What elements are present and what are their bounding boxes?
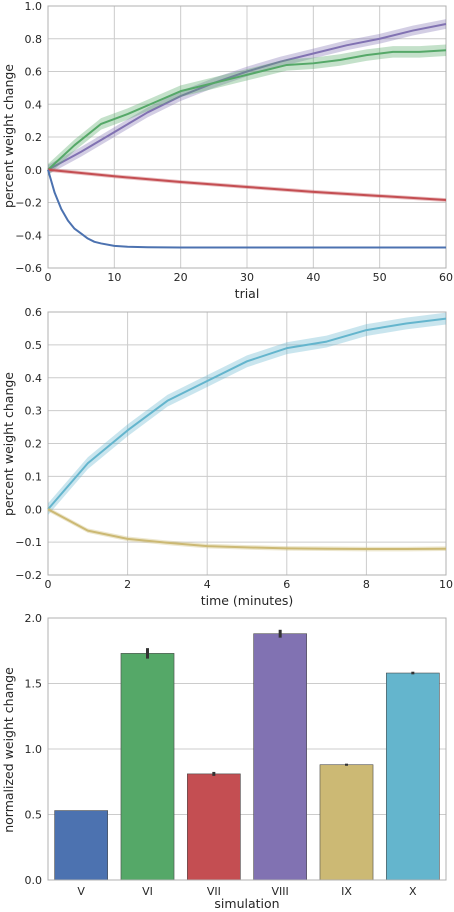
trial-line-chart: 0 10 20 30 40 50 60 −0.6 −0.4 −0.2 0.0 0.2 0.4 0.6 0.8… [1,0,453,301]
x-tick-label: 30 [240,271,254,284]
y-tick-label: 0.0 [25,874,43,887]
series-1-error-band [48,312,446,516]
series-1-error-band [48,19,446,175]
y-tick-label: 0.5 [25,339,43,352]
plot-frame [47,5,447,269]
chart-3-plot-area: 0.0 0.5 1.0 1.5 2.0 V VI VII VIII IX X [25,612,447,898]
y-tick-label: 0.6 [25,66,43,79]
x-tick-label: 20 [174,271,188,284]
x-tick-label: 50 [373,271,387,284]
y-tick-label: 0.0 [25,164,43,177]
y-tick-label: 0.4 [25,98,43,111]
chart-3-xlabel: simulation [214,896,279,911]
series-2-line [47,49,447,171]
plot-frame [47,617,447,881]
y-tick-label: −0.2 [15,197,42,210]
x-tick-label: IX [341,885,352,898]
x-tick-label: 40 [306,271,320,284]
series-4-line [47,169,446,249]
chart-3-ylabel: normalized weight change [1,667,16,833]
chart-2-plot-area: 0 2 4 6 8 10 −0.2 −0.1 0.0 0.1 0.2 0.3 0.4 0.5 0.6 [15,306,453,591]
chart-2-xlabel: time (minutes) [201,593,294,608]
x-tick-label: 10 [107,271,121,284]
x-tick-label: V [77,885,85,898]
y-tick-label: 1.5 [25,678,43,691]
chart-2-ylabel: percent weight change [1,372,16,516]
y-tick-label: 0.8 [25,33,43,46]
y-tick-label: 0.5 [25,809,43,822]
bar-X [385,672,440,881]
y-tick-label: 0.2 [25,131,43,144]
y-tick-label: 2.0 [25,612,43,625]
chart-1-plot-area: 0 10 20 30 40 50 60 −0.6 −0.4 −0.2 0.0 0.2 0.4 0.6 0.8… [15,0,453,284]
x-tick-label: VII [207,885,221,898]
chart-1-xlabel: trial [235,286,260,301]
x-tick-label: X [409,885,417,898]
y-tick-label: 0.0 [25,503,43,516]
y-tick-label: −0.2 [15,569,42,582]
series-2-error-band [48,44,446,176]
series-3-line [47,168,447,202]
y-tick-label: 0.2 [25,438,43,451]
bar-V [54,810,109,881]
y-tick-label: 1.0 [25,0,43,13]
y-tick-label: 1.0 [25,743,43,756]
bar-IX [319,764,374,881]
bar-VI [120,653,175,881]
y-tick-label: −0.6 [15,262,42,275]
y-tick-label: −0.4 [15,229,42,242]
bar-VII [187,773,241,881]
y-tick-label: 0.6 [25,306,43,319]
bar-VIII [253,633,307,881]
x-tick-label: 4 [204,578,211,591]
y-tick-label: 0.3 [25,405,43,418]
x-tick-label: 6 [283,578,290,591]
y-tick-label: −0.1 [15,536,42,549]
series-1-line [47,317,447,510]
simulation-bar-chart: 0.00.51.01.52.0V VI VII VIII IX X simulation … [1,612,447,911]
y-tick-label: 0.4 [25,372,43,385]
x-tick-label: 10 [439,578,453,591]
plot-frame [47,311,447,576]
x-tick-label: 0 [45,271,52,284]
series-2-error-band [48,506,446,552]
series-2-line [47,508,447,551]
x-tick-label: VI [142,885,153,898]
x-tick-label: 8 [363,578,370,591]
x-tick-label: 2 [124,578,131,591]
x-tick-label: VIII [272,885,289,898]
chart-1-ylabel: percent weight change [1,64,16,208]
time-line-chart: 0 2 4 6 8 10 −0.2 −0.1 0.0 0.1 0.2 0.3 0.4 0.5 0.6 tim… [1,306,453,608]
x-tick-label: 0 [45,578,52,591]
x-tick-label: 60 [439,271,453,284]
series-1-line [47,23,447,171]
y-tick-label: 0.1 [25,470,43,483]
